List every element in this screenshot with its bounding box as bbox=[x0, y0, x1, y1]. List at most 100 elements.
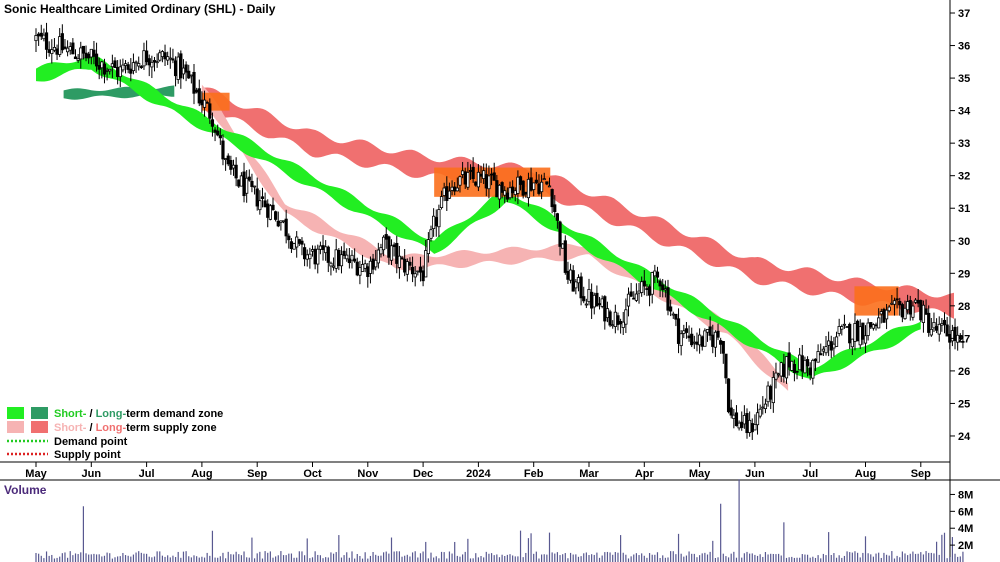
candle-body bbox=[102, 63, 107, 75]
price-tick-label: 25 bbox=[958, 398, 970, 410]
candle-body bbox=[468, 170, 473, 172]
candle-body bbox=[316, 248, 320, 265]
candle-body bbox=[729, 407, 733, 416]
short-term-demand-zone bbox=[36, 53, 921, 379]
candle-body bbox=[242, 171, 246, 197]
candle-body bbox=[152, 60, 157, 63]
candle-body bbox=[52, 46, 57, 51]
candle-body bbox=[953, 326, 957, 341]
candle-body bbox=[626, 293, 631, 307]
candle-body bbox=[829, 341, 833, 351]
candle-body bbox=[516, 176, 520, 194]
candle-body bbox=[863, 335, 868, 344]
price-tick-label: 37 bbox=[958, 8, 970, 20]
candle-body bbox=[121, 64, 125, 71]
candle-body bbox=[163, 52, 167, 60]
candle-body bbox=[611, 324, 615, 327]
candle-body bbox=[392, 244, 396, 248]
legend-demand-zone: Short- / Long-term demand zone bbox=[54, 408, 223, 420]
month-tick-label: Feb bbox=[524, 468, 544, 480]
candle-body bbox=[921, 304, 926, 323]
candle-body bbox=[339, 254, 344, 267]
candle-body bbox=[471, 166, 475, 180]
candle-body bbox=[47, 49, 51, 53]
candle-body bbox=[821, 348, 825, 352]
candle-body bbox=[347, 258, 351, 264]
candle-body bbox=[576, 277, 581, 284]
candle-body bbox=[837, 326, 841, 334]
candle-body bbox=[173, 60, 178, 77]
candle-body bbox=[234, 164, 238, 179]
candle-body bbox=[87, 53, 91, 59]
candle-body bbox=[595, 292, 599, 307]
candle-body bbox=[682, 330, 686, 334]
candle-body bbox=[755, 412, 760, 426]
candle-body bbox=[769, 386, 773, 400]
candle-body bbox=[537, 183, 541, 194]
candle-body bbox=[139, 66, 143, 68]
candle-body bbox=[205, 101, 209, 104]
candle-body bbox=[200, 99, 204, 106]
candle-body bbox=[961, 340, 965, 343]
candle-body bbox=[574, 281, 578, 289]
candle-body bbox=[900, 304, 904, 318]
candle-body bbox=[561, 243, 565, 249]
candle-body bbox=[150, 61, 154, 68]
candle-body bbox=[274, 211, 278, 220]
legend-swatch-long-supply bbox=[31, 421, 48, 433]
candle-body bbox=[745, 413, 749, 434]
candle-body bbox=[542, 178, 546, 181]
candle-body bbox=[942, 319, 947, 326]
candle-body bbox=[798, 354, 802, 371]
candle-body bbox=[192, 71, 196, 94]
candle-body bbox=[621, 321, 625, 328]
candle-body bbox=[76, 58, 80, 61]
candle-body bbox=[255, 188, 259, 207]
candle-body bbox=[381, 236, 386, 251]
legend: Short- / Long-term demand zone Short- / … bbox=[7, 407, 223, 461]
candle-body bbox=[803, 359, 807, 374]
candle-body bbox=[853, 323, 857, 342]
month-tick-label: Apr bbox=[635, 468, 655, 480]
candle-body bbox=[329, 262, 333, 267]
candle-body bbox=[497, 184, 502, 200]
candle-body bbox=[679, 333, 683, 347]
month-tick-label: Oct bbox=[303, 468, 322, 480]
candle-body bbox=[545, 181, 549, 185]
candle-body bbox=[131, 62, 136, 72]
candle-body bbox=[634, 293, 639, 301]
candle-body bbox=[197, 88, 201, 104]
candle-body bbox=[179, 53, 183, 79]
candle-body bbox=[482, 170, 486, 179]
candle-body bbox=[619, 321, 623, 325]
candle-body bbox=[105, 69, 109, 72]
candle-body bbox=[669, 306, 673, 312]
candle-body bbox=[758, 408, 762, 417]
candle-body bbox=[73, 56, 78, 60]
candle-body bbox=[408, 261, 412, 266]
month-tick-label: Jul bbox=[802, 468, 818, 480]
candle-body bbox=[221, 140, 225, 160]
candle-body bbox=[832, 343, 836, 349]
candle-body bbox=[453, 186, 457, 192]
candle-body bbox=[353, 258, 357, 262]
candle-body bbox=[363, 263, 367, 269]
candle-body bbox=[94, 53, 99, 67]
chart-title: Sonic Healthcare Limited Ordinary (SHL) … bbox=[4, 2, 276, 16]
candle-body bbox=[58, 36, 62, 55]
candle-body bbox=[113, 60, 117, 69]
candle-body bbox=[445, 186, 449, 201]
candle-body bbox=[126, 64, 130, 70]
candle-body bbox=[732, 414, 736, 419]
candle-body bbox=[753, 424, 757, 431]
candle-body bbox=[63, 46, 67, 49]
candle-body bbox=[355, 261, 359, 276]
candle-body bbox=[447, 190, 452, 199]
candle-body bbox=[547, 185, 552, 188]
candle-body bbox=[779, 362, 783, 377]
candle-body bbox=[858, 326, 862, 346]
candle-body bbox=[674, 313, 678, 320]
month-tick-label: Dec bbox=[413, 468, 433, 480]
candle-body bbox=[489, 173, 494, 176]
candle-body bbox=[292, 243, 296, 250]
